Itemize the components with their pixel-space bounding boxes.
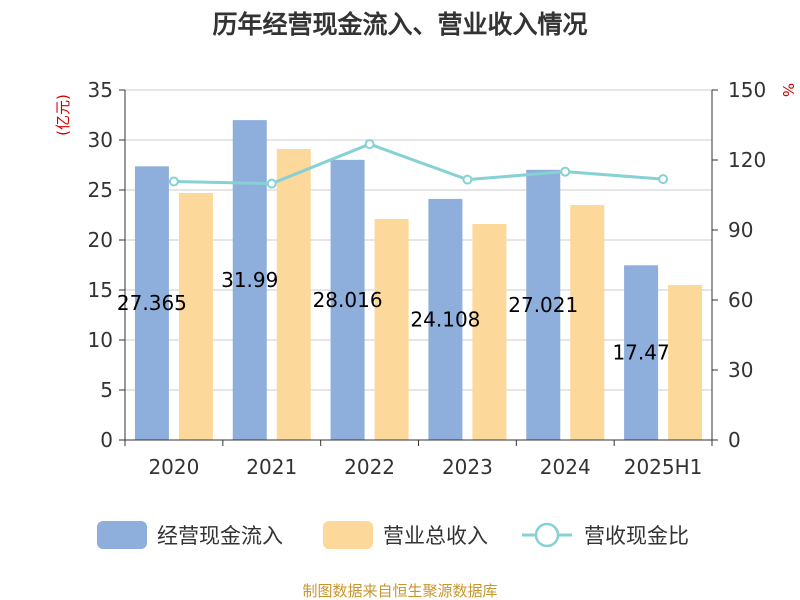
left-tick-label: 5 [100,378,113,402]
data-label: 27.021 [508,293,578,317]
ratio-point [364,139,375,150]
right-tick-label: 90 [728,218,753,242]
ratio-line [173,142,664,186]
right-tick-label: 120 [728,148,766,172]
legend-label: 经营现金流入 [157,524,283,548]
chart-title: 历年经营现金流入、营业收入情况 [212,10,587,39]
right-tick-label: 60 [728,288,753,312]
bar-cash-inflow [232,120,267,440]
bar-revenue [472,224,507,440]
left-tick-label: 20 [88,228,113,252]
x-tick-label: 2024 [540,455,591,479]
bar-revenue [570,205,605,440]
right-tick-label: 150 [728,78,766,102]
bar-marks [134,120,703,441]
ratio-point [658,174,669,185]
data-label: 28.016 [313,288,383,312]
right-axis-unit: % [779,83,797,97]
right-tick-label: 0 [728,428,741,452]
data-label: 27.365 [117,291,187,315]
legend: 经营现金流入 营业总收入 营收现金比 [97,521,689,549]
bar-cash-inflow [134,166,169,440]
right-tick-label: 30 [728,358,753,382]
legend-swatch [323,521,373,549]
left-tick-label: 0 [100,428,113,452]
legend-label: 营收现金比 [584,524,689,548]
left-tick-label: 10 [88,328,113,352]
ratio-point [266,178,277,189]
legend-label: 营业总收入 [383,524,488,548]
left-tick-label: 25 [88,178,113,202]
data-labels: 27.365 31.99 28.016 24.108 27.021 17.47 [117,268,670,365]
bar-cash-inflow [624,265,659,440]
legend-swatch [97,521,147,549]
ratio-point [462,174,473,185]
x-tick-label: 2025H1 [624,455,703,479]
x-tick-label: 2020 [148,455,199,479]
data-label: 31.99 [221,268,278,292]
left-tick-label: 30 [88,128,113,152]
left-axis-unit: (亿元) [54,94,72,136]
line-series [168,139,669,189]
left-tick-label: 15 [88,278,113,302]
ratio-point [168,176,179,187]
data-label: 17.47 [612,341,669,365]
data-label: 24.108 [410,307,480,331]
bar-revenue [178,193,213,440]
left-tick-label: 35 [88,78,113,102]
x-tick-label: 2021 [246,455,297,479]
bar-revenue [374,219,409,440]
axes: 0 5 10 15 20 25 30 35 0 30 60 90 120 150 2020 2021 2022 2… [88,78,767,479]
ratio-point [560,166,571,177]
gridlines [125,89,712,391]
bar-revenue [276,149,311,440]
legend-swatch-marker [534,522,560,548]
x-tick-label: 2023 [442,455,493,479]
bar-revenue [668,285,703,440]
bar-cash-inflow [330,159,365,440]
bar-cash-inflow [526,169,561,441]
source-note: 制图数据来自恒生聚源数据库 [302,582,497,600]
x-tick-label: 2022 [344,455,395,479]
bar-cash-inflow [428,198,463,440]
